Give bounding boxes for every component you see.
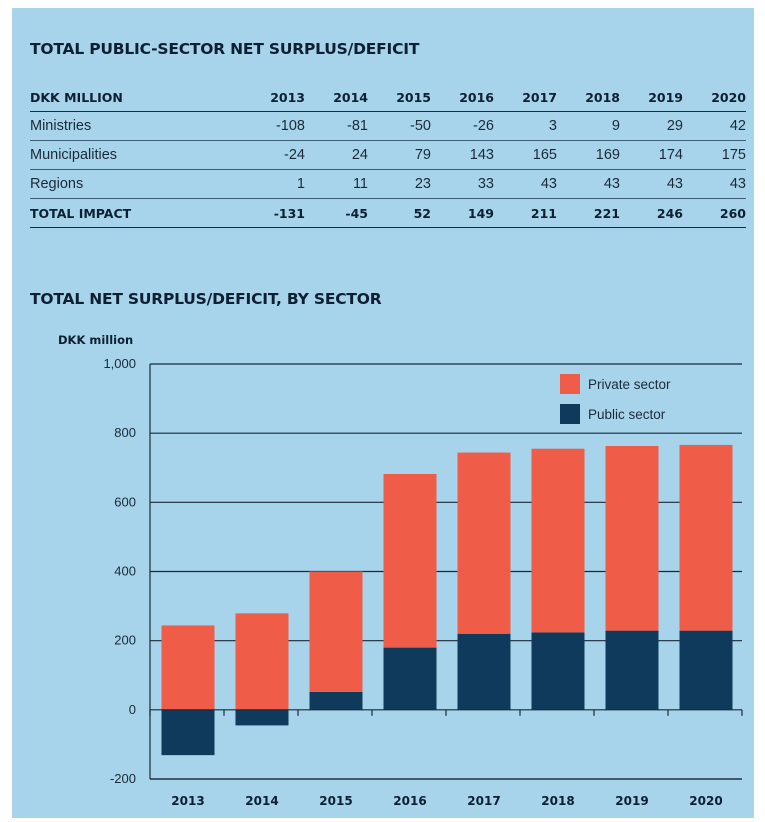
table-cell: 43 <box>557 169 620 199</box>
table-title: TOTAL PUBLIC-SECTOR NET SURPLUS/DEFICIT <box>30 40 420 58</box>
row-label: Regions <box>30 169 242 199</box>
bar-private-sector <box>605 445 659 631</box>
legend-label: Public sector <box>588 407 666 422</box>
figure-panel: TOTAL PUBLIC-SECTOR NET SURPLUS/DEFICIT … <box>12 8 754 818</box>
table-row: Regions 1 11 23 33 43 43 43 43 <box>30 169 746 199</box>
table-header-row: DKK MILLION 2013 2014 2015 2016 2017 201… <box>30 83 746 112</box>
year-header: 2017 <box>494 83 557 112</box>
table-cell: 43 <box>620 169 683 199</box>
year-header: 2018 <box>557 83 620 112</box>
table-cell: 42 <box>683 111 746 141</box>
bar-public-sector <box>679 630 733 710</box>
bar-public-sector <box>235 709 289 726</box>
bar-public-sector <box>309 691 363 710</box>
legend-label: Private sector <box>588 377 671 392</box>
total-cell: 52 <box>368 198 431 228</box>
year-header: 2020 <box>683 83 746 112</box>
y-tick-label: 200 <box>114 633 136 648</box>
y-tick-label: 0 <box>129 702 136 717</box>
bar-private-sector <box>679 444 733 631</box>
x-tick-label: 2020 <box>689 794 722 808</box>
x-tick-label: 2019 <box>615 794 648 808</box>
legend-swatch <box>560 404 580 424</box>
table-row: Municipalities -24 24 79 143 165 169 174… <box>30 140 746 170</box>
legend: Private sector Public sector <box>560 374 671 424</box>
table-cell: -26 <box>431 111 494 141</box>
bar-private-sector <box>531 448 585 633</box>
table-cell: 33 <box>431 169 494 199</box>
x-tick-label: 2013 <box>171 794 204 808</box>
stacked-bar-chart: DKK million -200 0 200 400 600 800 1,000 2013 20… <box>58 333 743 808</box>
bar-public-sector <box>457 633 511 710</box>
total-label: TOTAL IMPACT <box>30 198 242 228</box>
unit-header: DKK MILLION <box>30 83 242 112</box>
table-cell: 29 <box>620 111 683 141</box>
chart-title: TOTAL NET SURPLUS/DEFICIT, BY SECTOR <box>30 290 382 308</box>
table-cell: 169 <box>557 140 620 170</box>
y-tick-label: 1,000 <box>103 356 136 371</box>
bar-public-sector <box>383 647 437 710</box>
bar-public-sector <box>605 630 659 710</box>
table-row: Ministries -108 -81 -50 -26 3 9 29 42 <box>30 111 746 141</box>
row-label: Municipalities <box>30 140 242 170</box>
table-cell: 143 <box>431 140 494 170</box>
total-cell: 221 <box>557 198 620 228</box>
x-tick-label: 2016 <box>393 794 426 808</box>
bar-private-sector <box>235 613 289 710</box>
row-label: Ministries <box>30 111 242 141</box>
y-axis-unit-label: DKK million <box>58 333 133 347</box>
surplus-deficit-table: DKK MILLION 2013 2014 2015 2016 2017 201… <box>30 83 746 228</box>
bar-public-sector <box>161 709 215 756</box>
x-tick-label: 2018 <box>541 794 574 808</box>
axes: -200 0 200 400 600 800 1,000 2013 2014 2015 2016 20… <box>103 356 743 808</box>
total-cell: -45 <box>305 198 368 228</box>
year-header: 2019 <box>620 83 683 112</box>
table-cell: 1 <box>242 169 305 199</box>
total-row: TOTAL IMPACT -131 -45 52 149 211 221 246… <box>30 198 746 228</box>
table-cell: 3 <box>494 111 557 141</box>
table-cell: -50 <box>368 111 431 141</box>
table-cell: 79 <box>368 140 431 170</box>
total-cell: -131 <box>242 198 305 228</box>
table-cell: 11 <box>305 169 368 199</box>
bar-private-sector <box>457 452 511 634</box>
table-cell: -24 <box>242 140 305 170</box>
table-cell: 175 <box>683 140 746 170</box>
legend-swatch <box>560 374 580 394</box>
total-cell: 149 <box>431 198 494 228</box>
year-header: 2016 <box>431 83 494 112</box>
bar-private-sector <box>161 625 215 710</box>
table-cell: 174 <box>620 140 683 170</box>
year-header: 2013 <box>242 83 305 112</box>
total-cell: 211 <box>494 198 557 228</box>
total-cell: 260 <box>683 198 746 228</box>
x-tick-label: 2014 <box>245 794 278 808</box>
table-cell: 9 <box>557 111 620 141</box>
table-cell: -108 <box>242 111 305 141</box>
y-tick-label: 600 <box>114 494 136 509</box>
total-cell: 246 <box>620 198 683 228</box>
bar-private-sector <box>383 473 437 648</box>
bar-private-sector <box>309 571 363 692</box>
table-cell: 43 <box>494 169 557 199</box>
table-cell: 23 <box>368 169 431 199</box>
year-header: 2015 <box>368 83 431 112</box>
table-cell: 24 <box>305 140 368 170</box>
x-tick-label: 2017 <box>467 794 500 808</box>
year-header: 2014 <box>305 83 368 112</box>
table-cell: 165 <box>494 140 557 170</box>
bar-public-sector <box>531 632 585 710</box>
y-tick-label: -200 <box>110 771 136 786</box>
y-tick-label: 800 <box>114 425 136 440</box>
table-cell: -81 <box>305 111 368 141</box>
x-tick-label: 2015 <box>319 794 352 808</box>
y-tick-label: 400 <box>114 564 136 579</box>
table-cell: 43 <box>683 169 746 199</box>
bars <box>161 444 733 756</box>
